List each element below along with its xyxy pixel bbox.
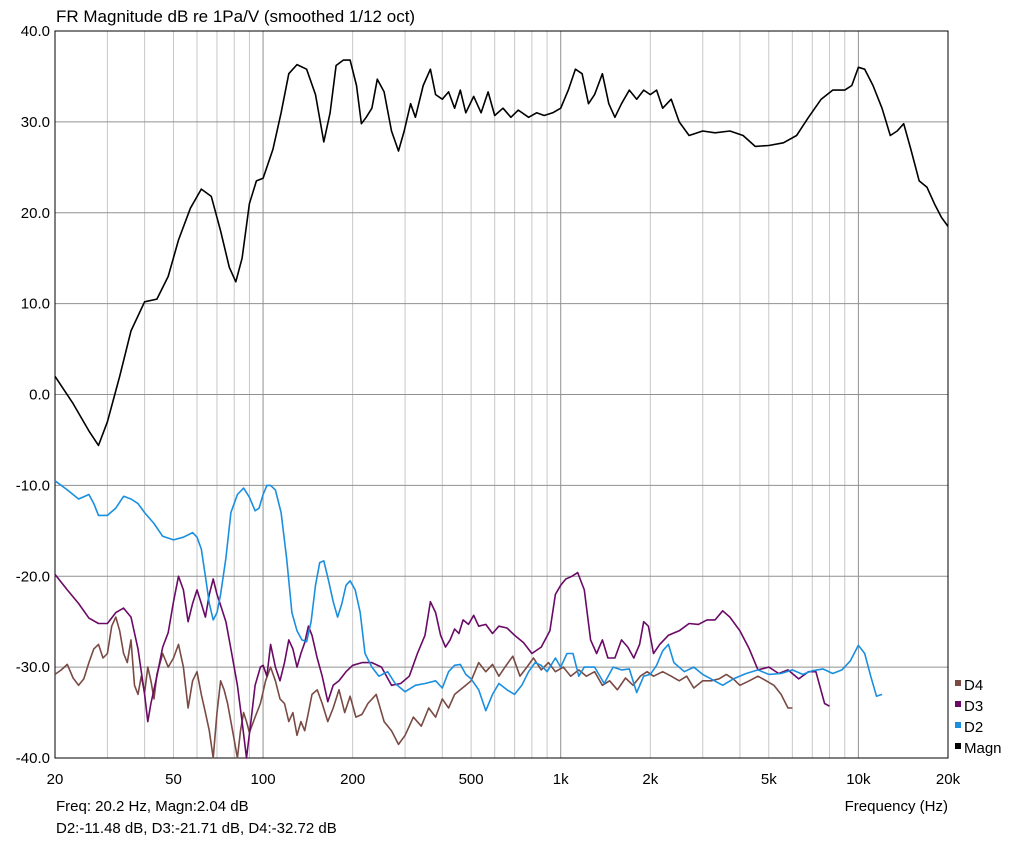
x-axis-label: Frequency (Hz) — [845, 798, 948, 815]
x-axis-ticks: 20 50 100 200 500 1k 2k 5k 10k 20k — [47, 771, 961, 788]
legend-swatch-d4 — [955, 680, 961, 686]
y-tick-label: -10.0 — [16, 477, 50, 494]
series-line-d4 — [54, 616, 793, 759]
y-tick-label: 20.0 — [21, 205, 50, 222]
legend-label-d2[interactable]: D2 — [964, 719, 983, 736]
x-tick-label: 2k — [642, 771, 658, 788]
legend-label-d3[interactable]: D3 — [964, 698, 983, 715]
y-axis-ticks: 40.0 30.0 20.0 10.0 0.0 -10.0 -20.0 -30.0 -40.0 — [16, 23, 50, 767]
x-tick-label: 20 — [47, 771, 64, 788]
y-tick-label: 0.0 — [29, 387, 50, 404]
y-tick-label: -30.0 — [16, 659, 50, 676]
x-tick-label: 20k — [936, 771, 961, 788]
x-tick-label: 500 — [459, 771, 484, 788]
x-tick-label: 100 — [251, 771, 276, 788]
y-tick-label: 30.0 — [21, 114, 50, 131]
x-tick-label: 200 — [340, 771, 365, 788]
y-tick-label: -20.0 — [16, 568, 50, 585]
legend-swatch-magn — [955, 743, 961, 749]
legend-swatch-d3 — [955, 701, 961, 707]
y-tick-label: 10.0 — [21, 296, 50, 313]
grid-lines — [55, 31, 948, 758]
y-tick-label: 40.0 — [21, 23, 50, 40]
x-tick-label: 50 — [165, 771, 182, 788]
plot-frame — [54, 30, 949, 759]
series-line-d2 — [54, 480, 883, 712]
chart-title: FR Magnitude dB re 1Pa/V (smoothed 1/12 … — [56, 7, 415, 26]
legend-swatch-d2 — [955, 722, 961, 728]
x-tick-label: 5k — [761, 771, 777, 788]
x-tick-label: 10k — [846, 771, 871, 788]
x-tick-label: 1k — [553, 771, 569, 788]
cursor-readout-freq: Freq: 20.2 Hz, Magn:2.04 dB — [56, 798, 249, 815]
legend-label-d4[interactable]: D4 — [964, 677, 983, 694]
series-line-magn — [54, 59, 949, 447]
legend[interactable]: D4 D3 D2 Magn — [955, 677, 1002, 757]
cursor-readout-deltas: D2:-11.48 dB, D3:-21.71 dB, D4:-32.72 dB — [56, 820, 337, 837]
series-layer — [54, 59, 949, 759]
y-tick-label: -40.0 — [16, 750, 50, 767]
series-line-d3 — [54, 571, 830, 759]
legend-label-magn[interactable]: Magn — [964, 740, 1002, 757]
